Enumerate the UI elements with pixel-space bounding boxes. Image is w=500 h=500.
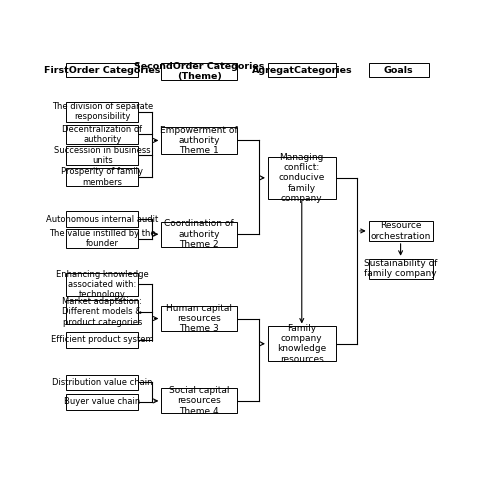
Text: FirstOrder Categories: FirstOrder Categories xyxy=(44,66,160,74)
Text: Prosperity of family
members: Prosperity of family members xyxy=(61,168,143,186)
FancyBboxPatch shape xyxy=(368,221,432,241)
Text: Distribution value chain: Distribution value chain xyxy=(52,378,152,386)
FancyBboxPatch shape xyxy=(162,222,237,246)
Text: SecondOrder Categories
(Theme): SecondOrder Categories (Theme) xyxy=(134,62,264,81)
FancyBboxPatch shape xyxy=(368,62,428,78)
FancyBboxPatch shape xyxy=(66,394,138,409)
FancyBboxPatch shape xyxy=(66,146,138,165)
FancyBboxPatch shape xyxy=(66,332,138,347)
Text: Human capital
resources
Theme 3: Human capital resources Theme 3 xyxy=(166,304,232,334)
FancyBboxPatch shape xyxy=(66,274,138,295)
FancyBboxPatch shape xyxy=(162,62,237,80)
FancyBboxPatch shape xyxy=(162,306,237,331)
FancyBboxPatch shape xyxy=(268,62,336,78)
FancyBboxPatch shape xyxy=(268,157,336,198)
Text: Buyer value chain: Buyer value chain xyxy=(64,398,140,406)
Text: Market adaptation:
Different models &
product categories: Market adaptation: Different models & pr… xyxy=(62,297,142,326)
FancyBboxPatch shape xyxy=(66,102,138,121)
FancyBboxPatch shape xyxy=(66,62,138,78)
Text: Resource
orchestration: Resource orchestration xyxy=(370,221,431,240)
FancyBboxPatch shape xyxy=(162,126,237,154)
Text: Autonomous internal audit: Autonomous internal audit xyxy=(46,214,158,224)
Text: Coordination of
authority
Theme 2: Coordination of authority Theme 2 xyxy=(164,220,234,249)
Text: The division of separate
responsibility: The division of separate responsibility xyxy=(52,102,153,122)
FancyBboxPatch shape xyxy=(66,300,138,324)
Text: Enhancing knowledge
associated with:
technology: Enhancing knowledge associated with: tec… xyxy=(56,270,148,300)
Text: AgregatCategories: AgregatCategories xyxy=(252,66,352,74)
Text: The value instilled by the
founder: The value instilled by the founder xyxy=(49,229,156,248)
Text: Efficient product system: Efficient product system xyxy=(51,336,154,344)
FancyBboxPatch shape xyxy=(66,125,138,144)
Text: Succession in business
units: Succession in business units xyxy=(54,146,150,165)
FancyBboxPatch shape xyxy=(66,230,138,248)
Text: Family
company
knowledge
resources: Family company knowledge resources xyxy=(277,324,326,364)
FancyBboxPatch shape xyxy=(162,388,237,413)
Text: Decentralization of
authority: Decentralization of authority xyxy=(62,124,142,144)
Text: Managing
conflict:
conducive
family
company: Managing conflict: conducive family comp… xyxy=(278,152,325,203)
Text: Sustainability of
family company: Sustainability of family company xyxy=(364,259,438,278)
Text: Empowerment of
authority
Theme 1: Empowerment of authority Theme 1 xyxy=(160,126,238,156)
FancyBboxPatch shape xyxy=(66,374,138,390)
Text: Goals: Goals xyxy=(384,66,414,74)
Text: Social capital
resources
Theme 4: Social capital resources Theme 4 xyxy=(169,386,230,416)
FancyBboxPatch shape xyxy=(66,212,138,226)
FancyBboxPatch shape xyxy=(66,168,138,186)
FancyBboxPatch shape xyxy=(268,326,336,361)
FancyBboxPatch shape xyxy=(368,258,432,278)
